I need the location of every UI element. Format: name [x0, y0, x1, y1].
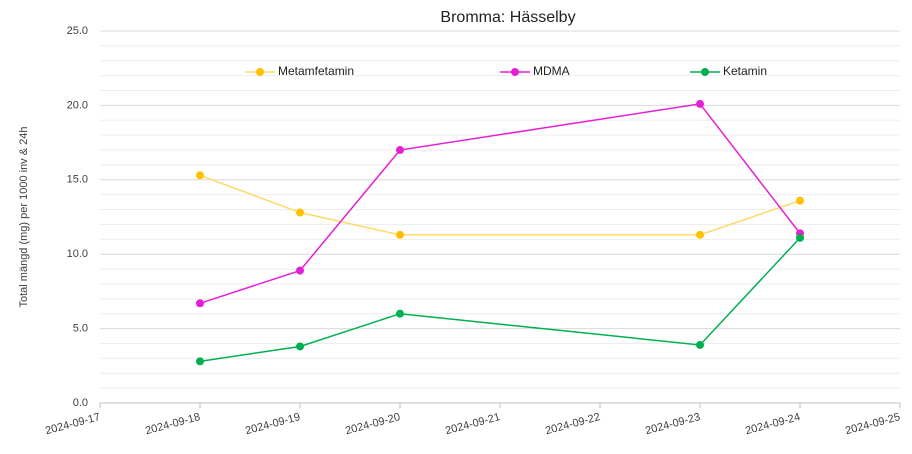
x-tick-label: 2024-09-18 [144, 411, 201, 437]
x-tick-label: 2024-09-19 [244, 411, 301, 437]
y-axis-label: Total mängd (mg) per 1000 inv & 24h [18, 127, 30, 308]
point [196, 357, 204, 366]
x-tick-label: 2024-09-20 [344, 411, 401, 437]
y-tick-label: 5.0 [73, 323, 88, 335]
point [196, 171, 204, 180]
point [696, 230, 704, 239]
point [296, 266, 304, 275]
chart-title: Bromma: Hässelby [440, 9, 575, 26]
y-tick-label: 10.0 [67, 248, 88, 260]
point [696, 340, 704, 349]
point [796, 233, 804, 242]
x-tick-label: 2024-09-17 [44, 411, 101, 437]
point [296, 208, 304, 217]
x-tick-label: 2024-09-24 [744, 411, 801, 437]
series-line [199, 237, 801, 363]
point [196, 299, 204, 308]
point [396, 230, 404, 239]
point [396, 146, 404, 155]
y-tick-label: 25.0 [67, 25, 88, 37]
y-tick-label: 0.0 [73, 397, 88, 409]
legend-marker [256, 68, 264, 76]
x-tick-label: 2024-09-21 [444, 411, 501, 437]
legend-label: Ketamin [723, 64, 767, 78]
x-tick-label: 2024-09-23 [644, 411, 701, 437]
x-tick-label: 2024-09-22 [544, 411, 601, 437]
legend-label: MDMA [533, 64, 570, 78]
legend-marker [511, 68, 519, 76]
y-tick-label: 15.0 [67, 174, 88, 186]
point [796, 196, 804, 205]
series-line [199, 174, 801, 236]
series-line [199, 103, 801, 305]
legend-label: Metamfetamin [278, 64, 354, 78]
point [696, 99, 704, 108]
point [396, 309, 404, 318]
y-tick-label: 20.0 [67, 99, 88, 111]
point [296, 342, 304, 351]
legend-marker [701, 68, 709, 76]
x-tick-label: 2024-09-25 [844, 411, 901, 437]
